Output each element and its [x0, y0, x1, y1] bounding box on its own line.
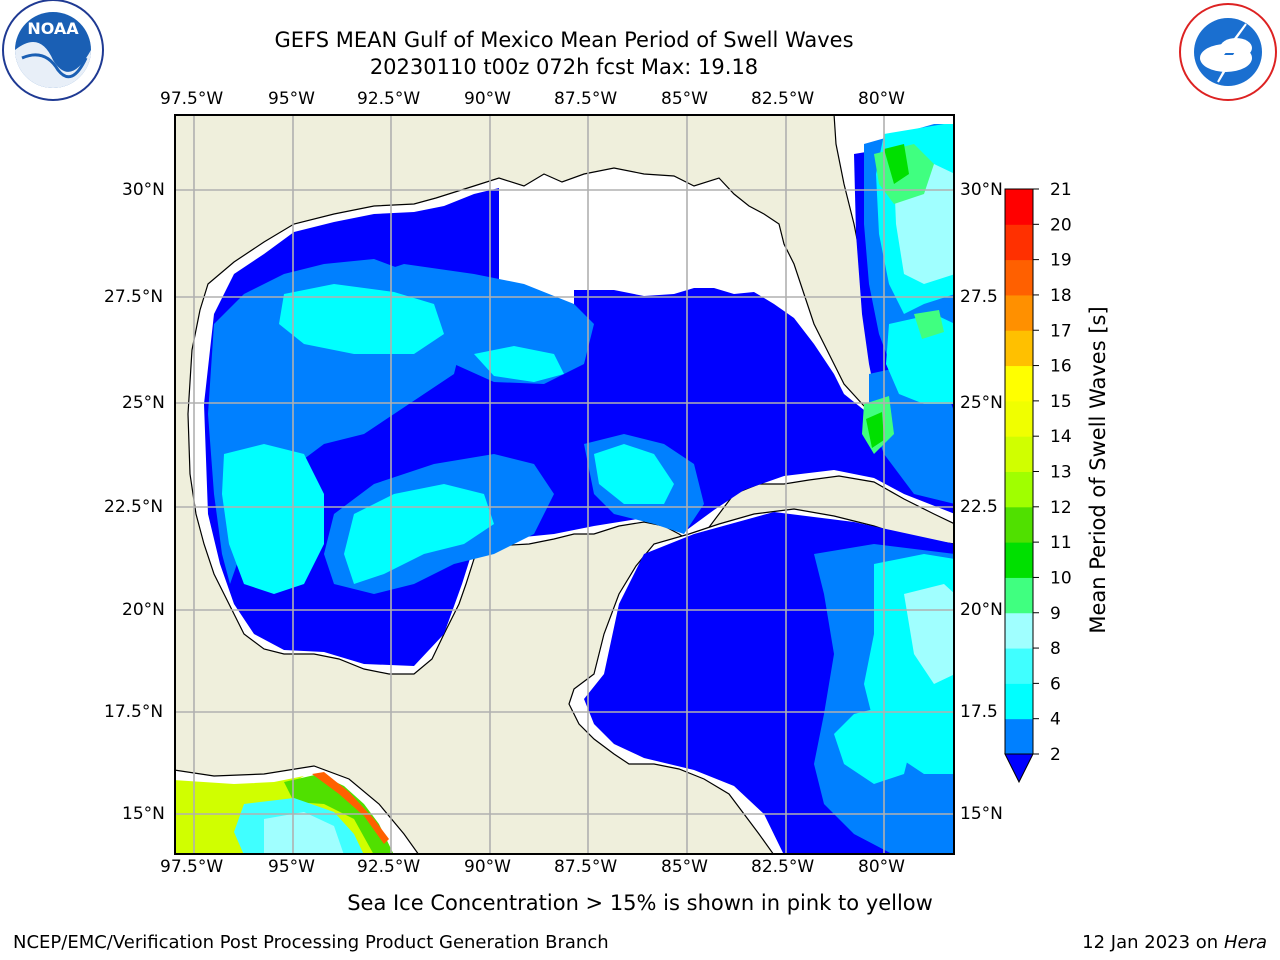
colorbar-tick-label: 8: [1050, 639, 1061, 659]
lon-tick-top: 87.5°W: [554, 89, 618, 109]
lat-tick-left: 27.5°N: [104, 287, 164, 307]
lat-tick-right: 22.5: [960, 497, 998, 517]
credit-text: NCEP/EMC/Verification Post Processing Pr…: [13, 932, 609, 953]
colorbar-tick-label: 11: [1050, 533, 1072, 553]
colorbar-tick-label: 2: [1050, 745, 1061, 765]
colorbar-tick-label: 16: [1050, 357, 1072, 377]
lon-tick-top: 97.5°W: [160, 89, 224, 109]
lon-tick-bottom: 85°W: [661, 857, 708, 877]
lat-tick-right: 25°N: [960, 393, 1003, 413]
colorbar-tick-label: 18: [1050, 286, 1072, 306]
map-gridlines: [175, 115, 954, 854]
machine-text: Hera: [1223, 932, 1267, 953]
lat-tick-left: 30°N: [122, 180, 165, 200]
colorbar-segment: [1005, 330, 1033, 367]
colorbar-segment: [1005, 506, 1033, 543]
colorbar-tick-label: 13: [1050, 463, 1072, 483]
colorbar-segment: [1005, 189, 1033, 225]
colorbar-label: Mean Period of Swell Waves [s]: [1086, 306, 1110, 634]
chart-subtitle: 20230110 t00z 072h fcst Max: 19.18: [369, 55, 759, 79]
colorbar-tick-label: 9: [1050, 604, 1061, 624]
colorbar-tick-label: 21: [1050, 180, 1072, 200]
colorbar: 2 4 6 8 9 10 11 12 13 14 15 16 17 18 19 20 21: [1004, 180, 1072, 784]
colorbar-segment: [1005, 365, 1033, 402]
colorbar-tick-label: 12: [1050, 498, 1072, 518]
colorbar-segment: [1005, 542, 1033, 578]
colorbar-segment: [1005, 683, 1033, 720]
date-stamp: 12 Jan 2023 on Hera: [1082, 932, 1267, 953]
lon-tick-top: 82.5°W: [751, 89, 815, 109]
lat-tick-right: 15°N: [960, 804, 1003, 824]
colorbar-tick-label: 15: [1050, 392, 1072, 412]
colorbar-tick-label: 6: [1050, 674, 1061, 694]
colorbar-segment: [1005, 436, 1033, 472]
chart-title: GEFS MEAN Gulf of Mexico Mean Period of …: [274, 28, 854, 52]
lon-tick-top: 92.5°W: [357, 89, 421, 109]
colorbar-segment: [1005, 471, 1033, 508]
lat-tick-left: 17.5°N: [104, 702, 164, 722]
lon-tick-top: 85°W: [661, 89, 708, 109]
lat-tick-left: 22.5°N: [104, 497, 164, 517]
colorbar-segment: [1005, 259, 1033, 296]
lat-tick-right: 17.5: [960, 702, 998, 722]
lon-tick-bottom: 97.5°W: [160, 857, 224, 877]
colorbar-segment: [1005, 294, 1033, 331]
colorbar-segment: [1005, 718, 1033, 755]
lon-tick-bottom: 90°W: [464, 857, 511, 877]
colorbar-segment: [1005, 612, 1033, 649]
colorbar-segment: [1005, 648, 1033, 684]
noaa-logo-icon: NOAA: [2, 0, 104, 101]
noaa-logo-text: NOAA: [27, 19, 79, 38]
colorbar-extend-triangle: [1004, 753, 1034, 784]
colorbar-segment: [1005, 577, 1033, 614]
colorbar-tick-label: 19: [1050, 251, 1072, 271]
colorbar-tick-label: 4: [1050, 710, 1061, 730]
lon-tick-bottom: 82.5°W: [751, 857, 815, 877]
lon-tick-top: 80°W: [858, 89, 905, 109]
colorbar-segment: [1005, 400, 1033, 437]
colorbar-tick-label: 17: [1050, 321, 1072, 341]
lon-tick-top: 90°W: [464, 89, 511, 109]
lon-tick-bottom: 87.5°W: [554, 857, 618, 877]
lon-tick-bottom: 95°W: [268, 857, 315, 877]
lat-tick-right: 20°N: [960, 600, 1003, 620]
colorbar-segment: [1005, 224, 1033, 261]
lat-tick-right: 27.5: [960, 287, 998, 307]
lon-tick-top: 95°W: [268, 89, 315, 109]
colorbar-tick-label: 14: [1050, 427, 1072, 447]
colorbar-tick-label: 10: [1050, 568, 1072, 588]
date-text: 12 Jan 2023 on: [1082, 932, 1224, 953]
lat-tick-right: 30°N: [960, 180, 1003, 200]
sea-ice-note: Sea Ice Concentration > 15% is shown in …: [347, 891, 933, 915]
lon-tick-bottom: 80°W: [858, 857, 905, 877]
map-panel: [174, 114, 955, 855]
lat-tick-left: 20°N: [122, 600, 165, 620]
lon-tick-bottom: 92.5°W: [357, 857, 421, 877]
lat-tick-left: 15°N: [122, 804, 165, 824]
nws-logo-icon: [1179, 3, 1277, 101]
colorbar-tick-label: 20: [1050, 215, 1072, 235]
lat-tick-left: 25°N: [122, 393, 165, 413]
